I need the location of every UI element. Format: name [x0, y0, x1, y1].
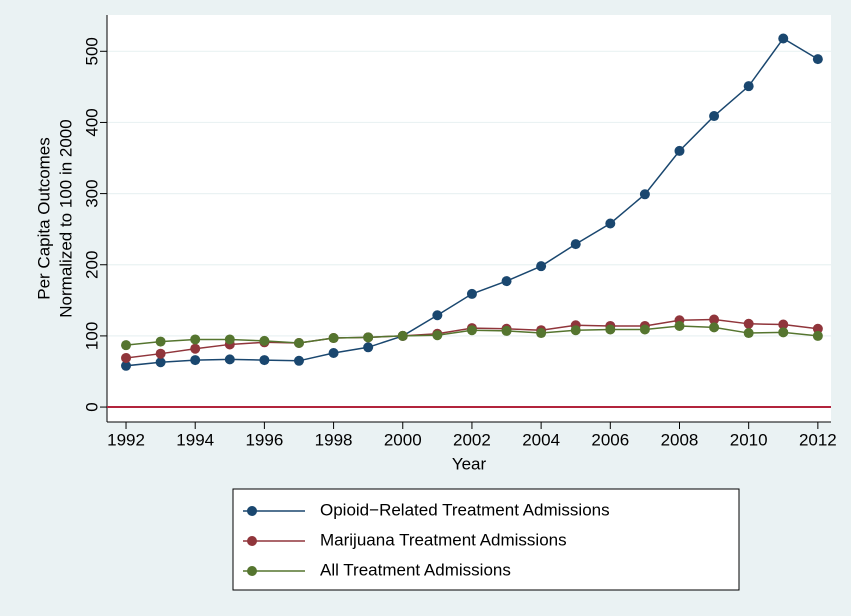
x-tick-label: 2006	[591, 430, 629, 449]
x-tick-label: 2012	[799, 430, 837, 449]
data-point	[293, 355, 304, 366]
data-point	[743, 81, 754, 92]
legend-label: Opioid−Related Treatment Admissions	[320, 500, 610, 519]
data-point	[363, 332, 374, 343]
data-point	[709, 111, 720, 122]
data-point	[121, 352, 132, 363]
data-point	[501, 276, 512, 287]
y-tick-label: 200	[82, 251, 101, 279]
data-point	[293, 338, 304, 349]
data-point	[328, 333, 339, 344]
legend-box	[232, 488, 740, 591]
data-point	[778, 33, 789, 44]
data-point	[224, 354, 235, 365]
data-point	[466, 288, 477, 299]
data-point	[536, 261, 547, 272]
y-tick-label: 300	[82, 179, 101, 207]
data-point	[570, 239, 581, 250]
data-point	[155, 348, 166, 359]
data-point	[155, 357, 166, 368]
data-point	[121, 340, 132, 351]
x-tick-label: 2002	[453, 430, 491, 449]
data-point	[259, 355, 270, 366]
data-point	[639, 324, 650, 335]
legend-label: All Treatment Admissions	[320, 560, 511, 579]
data-point	[639, 189, 650, 200]
data-point	[432, 310, 443, 321]
y-tick-label: 500	[82, 37, 101, 65]
x-tick-label: 1996	[245, 430, 283, 449]
data-point	[432, 330, 443, 341]
data-point	[778, 327, 789, 338]
data-point	[363, 342, 374, 353]
x-tick-label: 1994	[176, 430, 214, 449]
data-point	[328, 347, 339, 358]
data-point	[121, 360, 132, 371]
data-point	[536, 328, 547, 339]
data-point	[397, 330, 408, 341]
y-tick-label: 100	[82, 322, 101, 350]
data-point	[570, 325, 581, 336]
data-point	[190, 343, 201, 354]
data-point	[190, 334, 201, 345]
legend-marker	[247, 536, 257, 546]
data-point	[812, 330, 823, 341]
x-tick-label: 2000	[384, 430, 422, 449]
x-tick-label: 2010	[730, 430, 768, 449]
x-axis-label: Year	[452, 454, 487, 473]
plot-area	[107, 15, 831, 422]
data-point	[778, 319, 789, 330]
data-point	[709, 322, 720, 333]
data-point	[259, 335, 270, 346]
x-tick-label: 1992	[107, 430, 145, 449]
data-point	[501, 325, 512, 336]
y-tick-label: 400	[82, 108, 101, 136]
legend-label: Marijuana Treatment Admissions	[320, 530, 567, 549]
data-point	[812, 323, 823, 334]
data-point	[466, 325, 477, 336]
legend-marker	[247, 506, 257, 516]
y-axis-label: Normalized to 100 in 2000	[56, 119, 75, 317]
data-point	[709, 314, 720, 325]
data-point	[155, 336, 166, 347]
data-point	[674, 145, 685, 156]
x-tick-label: 2004	[522, 430, 560, 449]
data-point	[812, 54, 823, 65]
x-tick-label: 1998	[315, 430, 353, 449]
data-point	[674, 320, 685, 331]
legend-marker	[247, 566, 257, 576]
y-tick-label: 0	[82, 402, 101, 411]
data-point	[190, 355, 201, 366]
data-point	[224, 334, 235, 345]
data-point	[743, 318, 754, 329]
data-point	[605, 218, 616, 229]
data-point	[743, 328, 754, 339]
data-point	[605, 324, 616, 335]
x-tick-label: 2008	[661, 430, 699, 449]
y-axis-label: Per Capita Outcomes	[34, 137, 53, 300]
